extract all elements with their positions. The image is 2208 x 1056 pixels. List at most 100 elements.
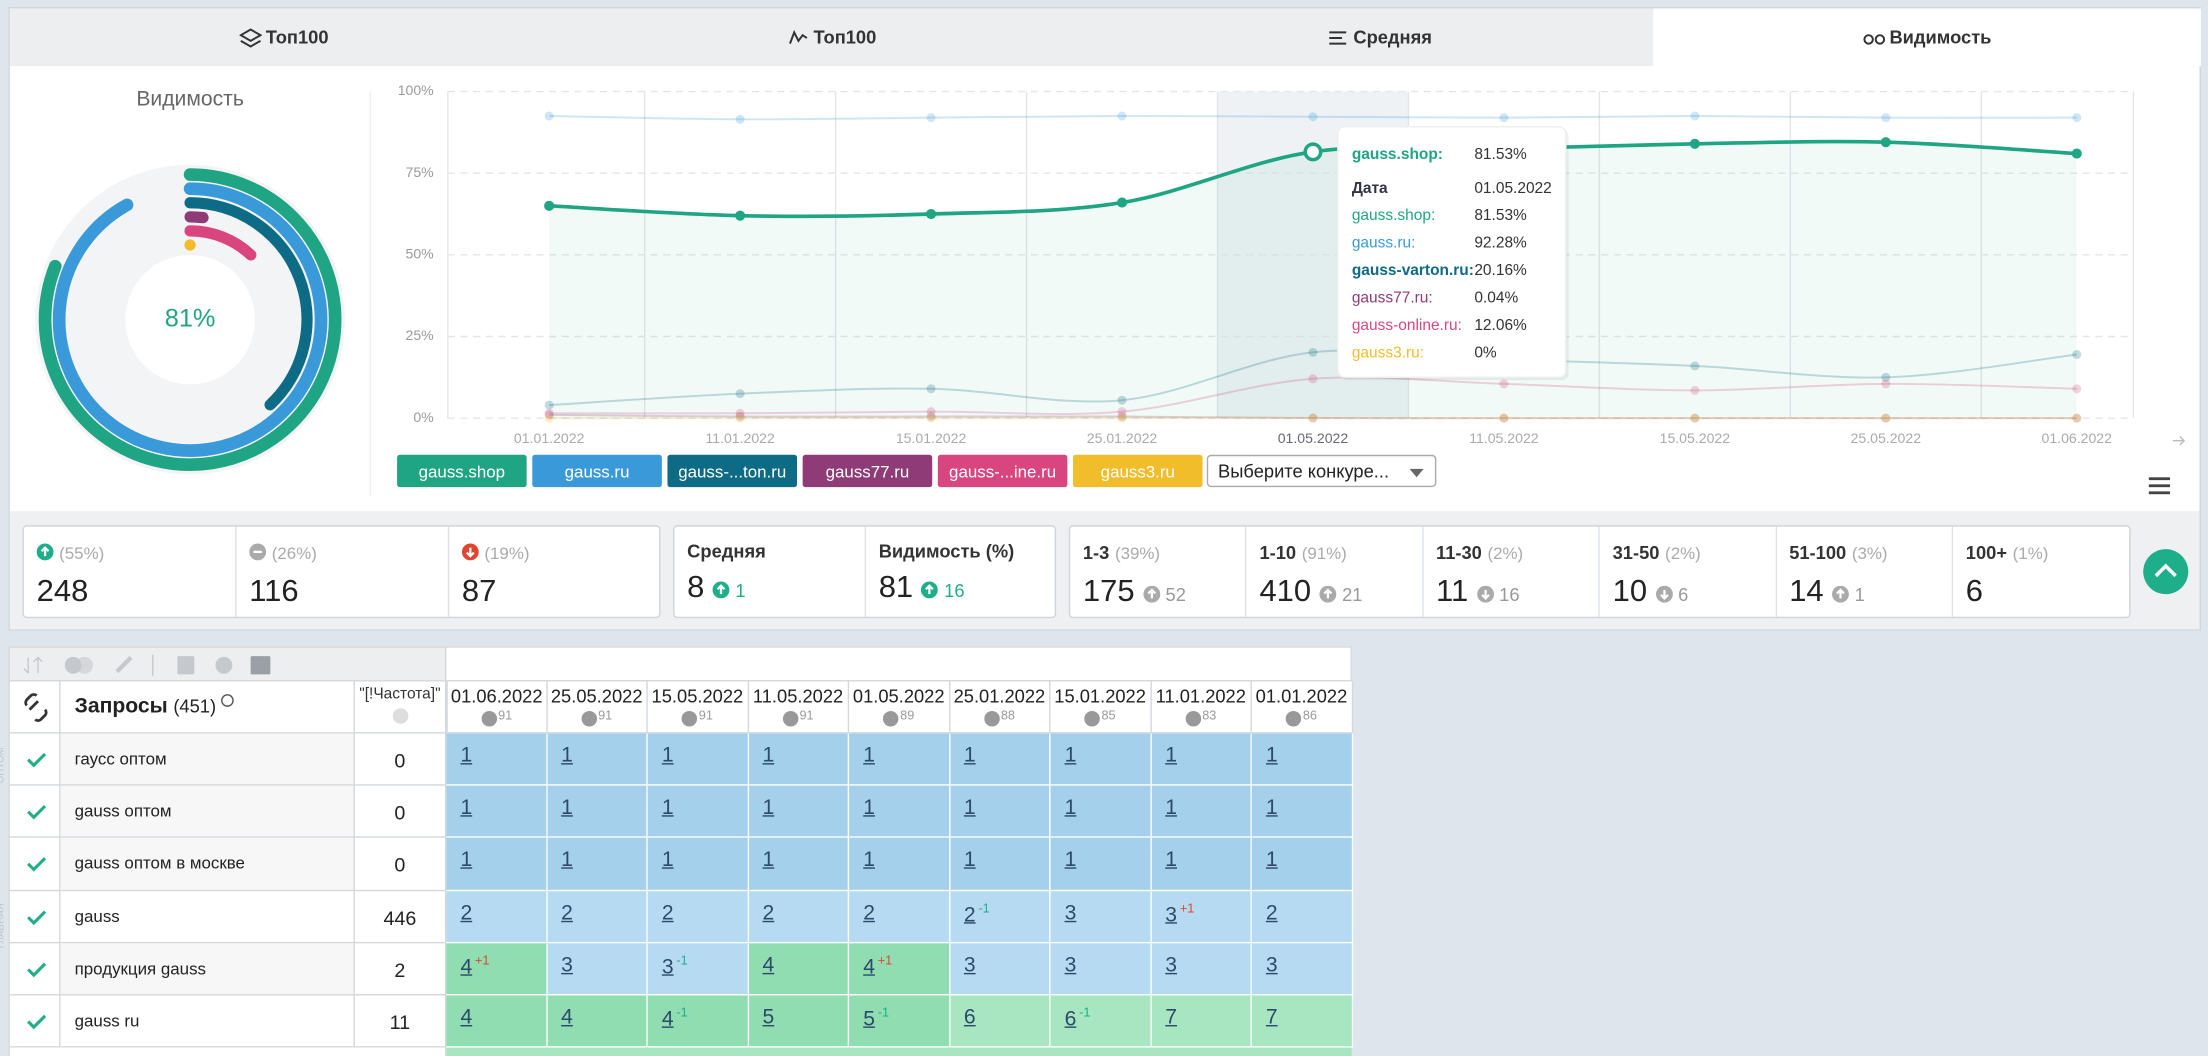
- position-cell[interactable]: 1: [949, 838, 1051, 891]
- position-cell[interactable]: 4: [446, 995, 548, 1048]
- date-header[interactable]: 11.01.2022 83: [1151, 681, 1252, 734]
- series-point: [1499, 379, 1509, 389]
- position-value: 1: [1165, 795, 1178, 820]
- stat-value: 8: [687, 568, 705, 605]
- date-header[interactable]: 11.05.2022 91: [748, 681, 850, 734]
- position-cell[interactable]: 1: [849, 785, 950, 839]
- tooltip-title-value: 81.53%: [1474, 146, 1527, 163]
- position-cell[interactable]: 3: [1050, 943, 1152, 996]
- position-cell[interactable]: 1: [849, 838, 950, 891]
- freq-cell: 0: [354, 733, 447, 786]
- position-cell[interactable]: 7: [1151, 995, 1252, 1048]
- position-cell[interactable]: 1: [446, 785, 548, 839]
- legend-button[interactable]: gauss77.ru: [802, 454, 933, 488]
- position-cell[interactable]: 1: [1251, 838, 1353, 891]
- tab[interactable]: Топ100: [558, 8, 1106, 66]
- position-cell[interactable]: 1: [1151, 733, 1252, 786]
- tab[interactable]: Средняя: [1105, 8, 1653, 66]
- position-cell[interactable]: 4 +1: [446, 943, 548, 996]
- position-cell[interactable]: 1: [1251, 785, 1353, 839]
- position-cell[interactable]: 1: [949, 733, 1051, 786]
- position-cell[interactable]: 6 -1: [1050, 995, 1152, 1048]
- position-cell[interactable]: 7: [1251, 995, 1353, 1048]
- date-header[interactable]: 25.05.2022 91: [547, 681, 648, 734]
- check-cell[interactable]: [8, 943, 61, 996]
- date-header[interactable]: 15.01.2022 85: [1050, 681, 1152, 734]
- query-header[interactable]: Запросы (451): [60, 681, 355, 734]
- position-cell[interactable]: 6: [949, 995, 1051, 1048]
- position-cell[interactable]: 3: [1050, 890, 1152, 944]
- position-cell[interactable]: 1: [547, 733, 648, 786]
- query-cell: гаусс оптом: [60, 733, 355, 786]
- position-cell[interactable]: 3 +1: [1151, 890, 1252, 944]
- position-cell[interactable]: 1: [748, 785, 850, 839]
- tab[interactable]: Топ100: [10, 8, 558, 66]
- position-cell[interactable]: 1: [1151, 785, 1252, 839]
- check-cell[interactable]: [8, 890, 61, 944]
- date-header[interactable]: 25.01.2022 88: [949, 681, 1051, 734]
- check-cell[interactable]: [8, 838, 61, 891]
- stat-delta: 1: [1854, 584, 1865, 606]
- position-cell[interactable]: 1: [748, 733, 850, 786]
- position-cell[interactable]: 1: [1050, 785, 1152, 839]
- position-cell[interactable]: 3: [1251, 943, 1353, 996]
- position-cell[interactable]: 4: [748, 943, 850, 996]
- legend-button[interactable]: gauss.ru: [532, 454, 662, 488]
- position-cell[interactable]: 1: [547, 838, 648, 891]
- menu-icon[interactable]: [2148, 477, 2170, 495]
- position-cell[interactable]: 3: [547, 943, 648, 996]
- position-cell[interactable]: 1: [1050, 838, 1152, 891]
- position-cell[interactable]: 3 -1: [647, 943, 749, 996]
- date-header[interactable]: 01.05.2022 89: [849, 681, 950, 734]
- position-cell[interactable]: 4 +1: [849, 943, 950, 996]
- freq-cell: 2: [354, 943, 447, 996]
- position-cell[interactable]: 3: [949, 943, 1051, 996]
- legend-button[interactable]: gauss.shop: [397, 454, 527, 488]
- position-cell[interactable]: 2: [849, 890, 950, 944]
- position-cell[interactable]: 1: [949, 785, 1051, 839]
- position-cell[interactable]: 2: [647, 890, 749, 944]
- position-cell[interactable]: 1: [446, 733, 548, 786]
- position-cell[interactable]: 2: [547, 890, 648, 944]
- legend-button[interactable]: gauss3.ru: [1073, 454, 1203, 488]
- position-cell[interactable]: 4 -1: [647, 995, 749, 1048]
- position-cell[interactable]: 1: [446, 838, 548, 891]
- x-tick-label: 01.06.2022: [2042, 430, 2113, 446]
- position-cell[interactable]: 1: [849, 733, 950, 786]
- date-header[interactable]: 01.01.2022 86: [1251, 681, 1353, 734]
- competitor-select[interactable]: Выберите конкуре...: [1206, 454, 1437, 488]
- legend-button[interactable]: gauss-...ton.ru: [667, 454, 798, 488]
- series-point: [1880, 137, 1891, 148]
- date-header[interactable]: 01.06.2022 91: [446, 681, 548, 734]
- position-cell[interactable]: 1: [547, 785, 648, 839]
- position-cell[interactable]: 1: [647, 785, 749, 839]
- check-cell[interactable]: [8, 733, 61, 786]
- position-cell[interactable]: 1: [1251, 733, 1353, 786]
- position-value: 1: [863, 848, 875, 873]
- position-value: 1: [762, 848, 775, 873]
- tab[interactable]: Видимость: [1653, 8, 2201, 67]
- check-cell[interactable]: [8, 785, 61, 839]
- position-cell[interactable]: 2: [748, 890, 850, 944]
- legend-button[interactable]: gauss-...ine.ru: [937, 454, 1068, 488]
- scroll-top-button[interactable]: [2143, 549, 2189, 595]
- position-cell[interactable]: 5: [748, 995, 850, 1048]
- position-value: 1: [1265, 743, 1278, 768]
- position-cell[interactable]: 1: [1050, 733, 1152, 786]
- date-header[interactable]: 15.05.2022 91: [647, 681, 749, 734]
- position-cell[interactable]: 2 -1: [949, 890, 1051, 944]
- position-cell[interactable]: 1: [647, 733, 749, 786]
- stat-icon: [461, 543, 479, 561]
- position-cell[interactable]: 2: [446, 890, 548, 944]
- position-cell[interactable]: 5 -1: [849, 995, 950, 1048]
- series-point: [926, 412, 936, 422]
- scroll-arrow[interactable]: [2172, 435, 2186, 446]
- position-cell[interactable]: 3: [1151, 943, 1252, 996]
- stat-cell: (19%) 87: [449, 527, 662, 617]
- position-cell[interactable]: 1: [1151, 838, 1252, 891]
- position-cell[interactable]: 4: [547, 995, 648, 1048]
- position-cell[interactable]: 2: [1251, 890, 1353, 944]
- position-cell[interactable]: 1: [748, 838, 850, 891]
- position-cell[interactable]: 1: [647, 838, 749, 891]
- check-cell[interactable]: [8, 995, 61, 1048]
